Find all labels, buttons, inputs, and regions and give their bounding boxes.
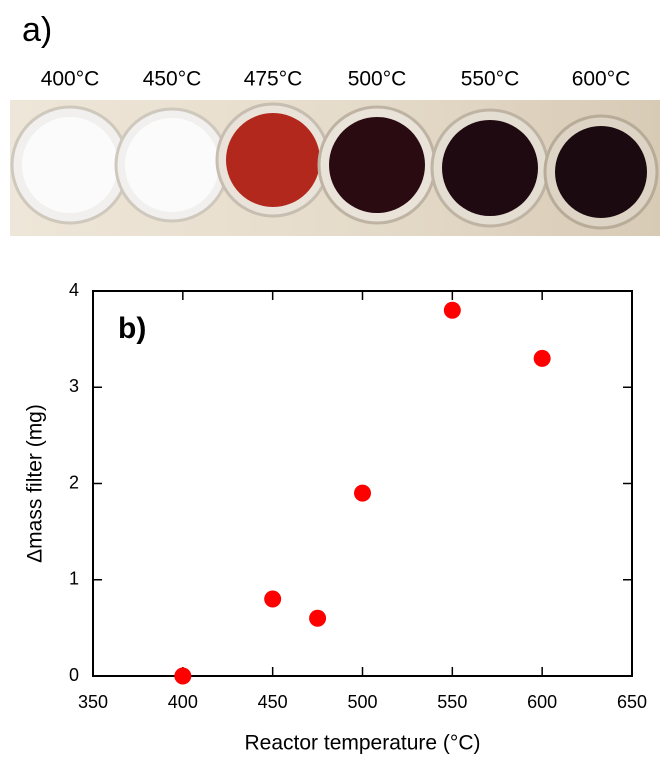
x-tick-label: 600 (527, 692, 557, 712)
y-tick-label: 3 (69, 376, 79, 396)
y-tick-label: 4 (69, 280, 79, 300)
photo-label: 600°C (572, 68, 631, 91)
data-point (174, 667, 192, 685)
y-tick-label: 1 (69, 569, 79, 589)
photo-label: 400°C (41, 68, 100, 91)
photo-label: 550°C (461, 68, 520, 91)
plot-frame (92, 290, 633, 677)
dishes (10, 102, 659, 230)
panel-label: b) (118, 312, 146, 345)
x-tick-label: 350 (78, 692, 108, 712)
data-point (309, 609, 327, 627)
x-tick-label: 500 (347, 692, 377, 712)
data-point (354, 484, 371, 502)
x-tick-label: 650 (617, 692, 647, 712)
panel-label: a) (22, 11, 52, 49)
x-tick-label: 550 (437, 692, 467, 712)
y-axis-label: Δmass filter (mg) (24, 404, 47, 563)
photo-label: 500°C (348, 68, 407, 91)
x-tick-label: 450 (258, 692, 288, 712)
photo-label: 450°C (143, 68, 202, 91)
data-point (443, 301, 461, 319)
y-tick-label: 0 (69, 665, 79, 685)
x-axis-label: Reactor temperature (°C) (245, 732, 481, 755)
y-tick-label: 2 (69, 472, 79, 492)
x-tick-label: 400 (168, 692, 198, 712)
data-point (533, 349, 551, 367)
photo-label: 475°C (244, 68, 303, 91)
data-point (264, 590, 282, 608)
